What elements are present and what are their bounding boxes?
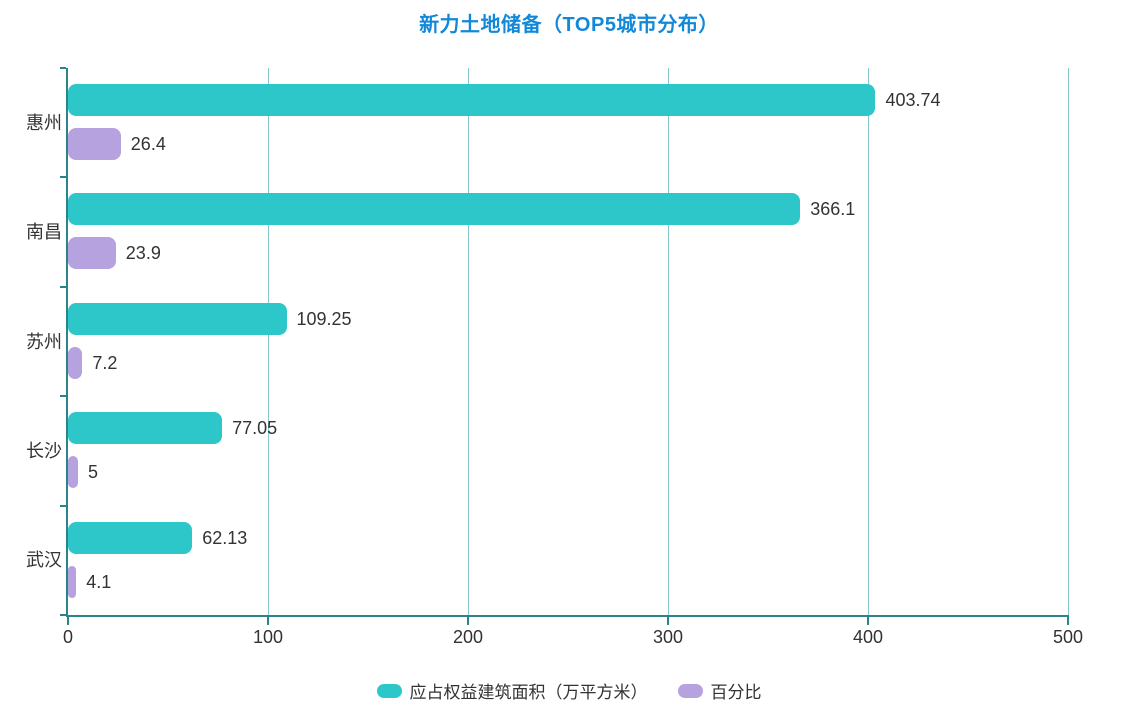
- x-axis-tick: [867, 617, 869, 625]
- x-axis-tick: [467, 617, 469, 625]
- bar: [68, 456, 78, 489]
- y-axis-tick: [60, 176, 66, 179]
- bar: [68, 565, 77, 598]
- legend-item[interactable]: 百分比: [677, 678, 762, 703]
- x-axis-tick-label: 200: [452, 627, 484, 647]
- bar-value-label: 77.05: [232, 418, 278, 439]
- bar-value-label: 403.74: [885, 90, 941, 110]
- bar: [68, 84, 876, 116]
- bar: [68, 346, 83, 379]
- y-axis-tick: [60, 67, 66, 69]
- category-label: 苏州: [26, 331, 62, 352]
- x-axis-tick: [67, 617, 69, 625]
- bar-value-label: 4.1: [86, 571, 112, 592]
- legend-label: 应占权益建筑面积（万平方米）: [409, 683, 648, 702]
- bar: [68, 412, 223, 445]
- x-axis-tick: [267, 617, 269, 625]
- y-axis-tick: [60, 285, 66, 288]
- x-axis-tick-label: 300: [652, 627, 684, 647]
- bar-value-label: 5: [88, 462, 99, 483]
- chart-title: 新力土地储备（TOP5城市分布）: [419, 14, 719, 36]
- x-axis-tick-label: 400: [852, 627, 884, 647]
- gridline: [668, 68, 669, 615]
- bar-value-label: 23.9: [125, 243, 161, 264]
- legend-swatch: [376, 683, 402, 698]
- x-axis-tick-label: 100: [252, 627, 284, 647]
- gridline: [868, 68, 869, 615]
- bar-value-label: 26.4: [130, 134, 166, 154]
- category-label: 武汉: [26, 550, 62, 571]
- x-axis-tick: [667, 617, 669, 625]
- legend-label: 百分比: [710, 683, 762, 702]
- legend: 应占权益建筑面积（万平方米） 百分比: [0, 678, 1138, 703]
- category-label: 长沙: [26, 440, 62, 461]
- y-axis: [66, 68, 68, 617]
- category-label: 惠州: [26, 112, 62, 133]
- legend-item[interactable]: 应占权益建筑面积（万平方米）: [376, 678, 648, 703]
- legend-swatch: [677, 683, 703, 698]
- x-axis-tick: [1067, 617, 1069, 625]
- bar: [68, 128, 121, 160]
- bar-value-label: 109.25: [296, 308, 352, 329]
- bar-value-label: 7.2: [92, 352, 118, 373]
- bar: [68, 237, 116, 270]
- x-axis-tick-label: 500: [1052, 627, 1084, 647]
- bar-value-label: 62.13: [202, 527, 248, 548]
- gridline: [1068, 68, 1069, 615]
- bar: [68, 302, 287, 335]
- y-axis-tick: [60, 395, 66, 398]
- bar: [68, 193, 801, 226]
- bar: [68, 521, 193, 554]
- gridline: [268, 68, 269, 615]
- x-axis: [66, 615, 1069, 617]
- category-label: 南昌: [26, 222, 62, 243]
- y-axis-tick: [60, 504, 66, 507]
- x-axis-tick-label: 0: [62, 627, 73, 647]
- gridline: [468, 68, 469, 615]
- y-axis-tick: [60, 614, 66, 616]
- bar-value-label: 366.1: [810, 199, 856, 220]
